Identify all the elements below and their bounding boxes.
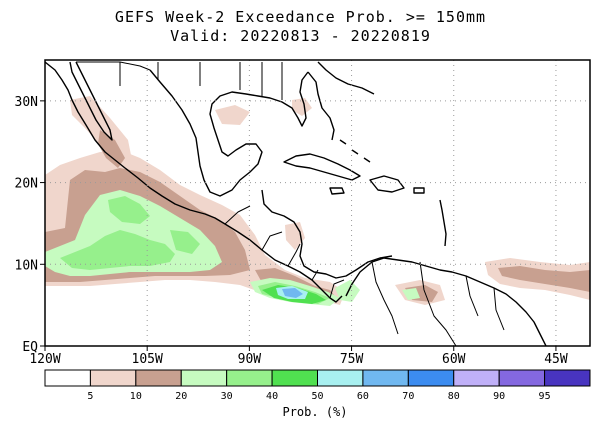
shade-5-10-gulf: [215, 105, 250, 125]
map-title-line2: Valid: 20220813 - 20220819: [170, 27, 431, 45]
x-tick-label: 120W: [29, 352, 60, 367]
colorbar: 5 10 20 30 40 50 60 70 80 90 95: [44, 369, 591, 402]
coast-bahamas: [339, 139, 371, 163]
colorbar-swatch: [453, 369, 500, 387]
border-us-states: [119, 62, 283, 100]
border-south-america: [371, 261, 505, 346]
coast-florida: [307, 71, 335, 141]
shade-10-20-atlantic: [498, 266, 590, 292]
shade-30-40-pacific-a: [60, 230, 175, 270]
colorbar-swatch: [135, 369, 182, 387]
shade-30-40-pacific-c: [170, 230, 200, 254]
colorbar-tick-label: 10: [130, 391, 142, 402]
y-tick-label: EQ: [22, 340, 38, 355]
colorbar-tick-label: 20: [175, 391, 187, 402]
coast-puerto-rico: [413, 187, 425, 194]
coast-pacific-north-america: [45, 61, 343, 303]
y-tick-label: 10N: [15, 258, 38, 273]
colorbar-swatch: [271, 369, 319, 387]
colorbar-tick-label: 70: [402, 391, 414, 402]
coast-central-america-caribbean: [261, 189, 393, 279]
x-tick-label: 45W: [544, 352, 568, 367]
colorbar-swatch: [226, 369, 273, 387]
shade-5-10-florida: [292, 98, 312, 116]
coast-hispaniola: [369, 175, 405, 193]
map-frame: [44, 59, 591, 347]
coast-lesser-antilles: [439, 199, 447, 247]
x-tick-label: 105W: [132, 352, 163, 367]
colorbar-tick-label: 80: [448, 391, 460, 402]
colorbar-tick-label: 50: [311, 391, 323, 402]
colorbar-swatch: [362, 369, 409, 387]
colorbar-label: Prob. (%): [282, 405, 347, 419]
coastlines: [45, 61, 547, 346]
colorbar-tick-label: 60: [357, 391, 369, 402]
coast-jamaica: [329, 187, 345, 195]
coast-gulf-of-mexico: [149, 69, 309, 197]
colorbar-swatch: [317, 369, 364, 387]
colorbar-tick-label: 95: [539, 391, 551, 402]
colorbar-swatch: [544, 369, 591, 387]
colorbar-tick-label: 90: [493, 391, 505, 402]
gridlines: [45, 60, 590, 346]
colorbar-swatch: [180, 369, 228, 387]
shade-20-30-venezuela: [402, 288, 420, 300]
shade-60-70-core: [282, 288, 303, 298]
shade-30-40-pacific-b: [108, 196, 150, 224]
colorbar-tick-label: 30: [221, 391, 233, 402]
map-title-line1: GEFS Week-2 Exceedance Prob. >= 150mm: [114, 8, 487, 26]
border-us-mexico: [76, 61, 151, 71]
colorbar-swatch: [89, 369, 137, 387]
shade-5-10-central-america: [285, 222, 305, 250]
colorbar-swatch: [44, 369, 91, 387]
x-axis-ticks: 120W 105W 90W 75W 60W 45W: [29, 346, 568, 367]
colorbar-tick-label: 5: [87, 391, 93, 402]
shade-10-20-coast: [98, 130, 125, 168]
border-central-america: [224, 205, 345, 299]
x-tick-label: 75W: [340, 352, 364, 367]
y-tick-label: 20N: [15, 177, 38, 192]
y-tick-label: 30N: [15, 95, 38, 110]
colorbar-swatch: [407, 369, 455, 387]
colorbar-swatch: [498, 369, 546, 387]
probability-shading: [45, 96, 590, 306]
coast-baja-california: [69, 61, 113, 141]
y-axis-ticks: EQ 10N 20N 30N: [15, 95, 45, 355]
colorbar-tick-label: 40: [266, 391, 278, 402]
x-tick-label: 90W: [238, 352, 262, 367]
coast-cuba: [283, 153, 361, 181]
x-tick-label: 60W: [442, 352, 466, 367]
coast-us-east: [317, 61, 375, 95]
